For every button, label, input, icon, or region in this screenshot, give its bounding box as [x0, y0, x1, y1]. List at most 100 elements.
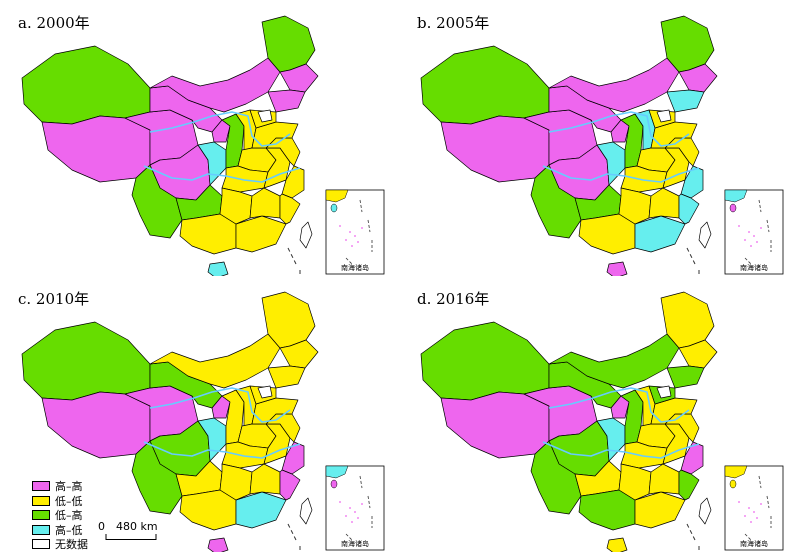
china-map-p2010: 南海诸岛 — [21, 291, 385, 552]
inset-island-dot — [339, 501, 341, 503]
province-xinjiang — [420, 45, 550, 125]
province-fujian — [678, 193, 700, 225]
inset-coast — [325, 189, 349, 203]
province-jiangxi — [249, 187, 281, 219]
legend-swatch — [32, 510, 50, 521]
china-map-p2005: 南海诸岛 — [420, 15, 784, 276]
province-beijing — [656, 109, 672, 123]
province-hunan — [618, 463, 652, 501]
inset-island-dot — [753, 511, 755, 513]
inset-hainan — [330, 203, 338, 213]
inset-island-dot — [744, 515, 746, 517]
river-yangtze — [542, 441, 700, 459]
legend-swatch — [32, 481, 50, 492]
panel-title: b. 2005年 — [417, 14, 490, 32]
province-taiwan — [698, 497, 712, 525]
inset-island-dot — [760, 227, 762, 229]
inset-island-dot — [351, 245, 353, 247]
inset-island-dot — [345, 515, 347, 517]
province-liaoning — [666, 89, 705, 113]
inset-island-dot — [349, 507, 351, 509]
inset-island-dot — [361, 503, 363, 505]
inset-island-dot — [748, 231, 750, 233]
province-ningxia — [211, 395, 231, 419]
inset-label: 南海诸岛 — [740, 539, 768, 548]
legend-label: 高–高 — [55, 480, 83, 494]
province-yunnan — [131, 440, 183, 515]
inset-island-dot — [361, 227, 363, 229]
province-hunan — [219, 463, 253, 501]
inset-south-china-sea: 南海诸岛 — [325, 465, 385, 551]
legend-swatch — [32, 495, 50, 506]
province-hainan — [207, 537, 229, 552]
inset-label: 南海诸岛 — [740, 263, 768, 272]
inset-hainan — [729, 203, 737, 213]
boundary-dashes — [686, 247, 700, 276]
province-tibet — [440, 115, 550, 183]
river-yangtze — [542, 165, 700, 183]
province-hainan — [606, 261, 628, 276]
province-liaoning — [666, 365, 705, 389]
province-innermongolia — [548, 333, 680, 389]
river-yellow — [149, 111, 291, 147]
inset-island-dot — [753, 235, 755, 237]
boundary-dashes — [287, 247, 301, 276]
province-innermongolia — [149, 57, 281, 113]
inset-label: 南海诸岛 — [341, 263, 369, 272]
panel-title: d. 2016年 — [417, 290, 490, 308]
province-guangdong — [634, 491, 686, 529]
map-panel-p2010: 南海诸岛 c. 2010年 — [0, 276, 399, 552]
province-liaoning — [267, 89, 306, 113]
river-yangtze — [143, 441, 301, 459]
panel-title: a. 2000年 — [18, 14, 90, 32]
inset-island-dot — [750, 521, 752, 523]
province-taiwan — [299, 497, 313, 525]
province-liaoning — [267, 365, 306, 389]
province-hainan — [207, 261, 229, 276]
province-guangdong — [235, 215, 287, 253]
province-xinjiang — [21, 321, 151, 401]
inset-island-dot — [748, 507, 750, 509]
inset-island-dot — [738, 225, 740, 227]
legend-swatch — [32, 524, 50, 535]
china-map-p2016: 南海诸岛 — [420, 291, 784, 552]
province-jiangxi — [249, 463, 281, 495]
inset-island-dot — [354, 511, 356, 513]
province-guangdong — [235, 491, 287, 529]
province-jiangxi — [648, 187, 680, 219]
province-xinjiang — [420, 321, 550, 401]
province-beijing — [656, 385, 672, 399]
province-innermongolia — [548, 57, 680, 113]
river-yangtze — [143, 165, 301, 183]
map-panel-p2016: 南海诸岛 d. 2016年 — [399, 276, 798, 552]
province-beijing — [257, 109, 273, 123]
inset-coast — [724, 189, 748, 203]
inset-south-china-sea: 南海诸岛 — [325, 189, 385, 275]
inset-hainan — [330, 479, 338, 489]
scale-distance: 480 km — [116, 520, 158, 533]
river-yellow — [548, 111, 690, 147]
province-hunan — [219, 187, 253, 225]
legend-label: 低–高 — [55, 509, 83, 523]
province-xinjiang — [21, 45, 151, 125]
province-yunnan — [131, 164, 183, 239]
province-taiwan — [299, 221, 313, 249]
inset-island-dot — [750, 245, 752, 247]
province-ningxia — [211, 119, 231, 143]
legend-label: 高–低 — [55, 523, 83, 537]
province-hunan — [618, 187, 652, 225]
inset-island-dot — [756, 241, 758, 243]
province-hainan — [606, 537, 628, 552]
legend-label: 无数据 — [55, 538, 88, 552]
inset-label: 南海诸岛 — [341, 539, 369, 548]
province-ningxia — [610, 119, 630, 143]
panel-title: c. 2010年 — [18, 290, 90, 308]
inset-island-dot — [760, 503, 762, 505]
inset-island-dot — [756, 517, 758, 519]
province-tibet — [440, 391, 550, 459]
inset-dashes — [345, 475, 373, 541]
legend-item: 低–高 — [32, 508, 88, 523]
province-guangdong — [634, 215, 686, 253]
boundary-dashes — [686, 523, 700, 552]
inset-island-dot — [345, 239, 347, 241]
